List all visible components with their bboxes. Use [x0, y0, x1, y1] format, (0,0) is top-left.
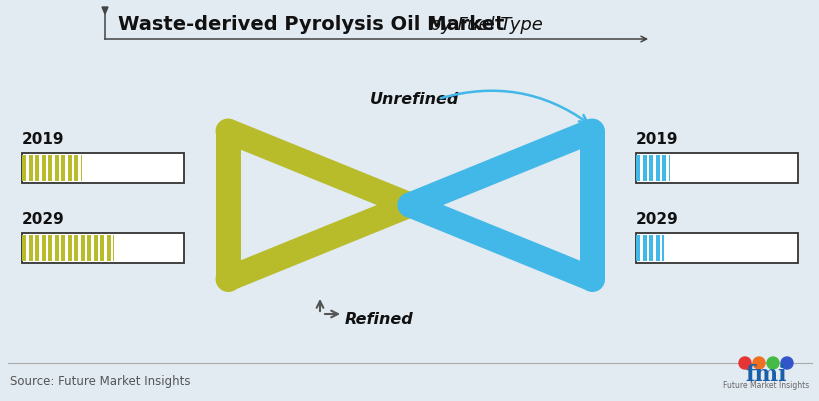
Bar — [113, 235, 114, 261]
Bar — [68, 235, 72, 261]
Bar — [75, 155, 79, 181]
Bar — [642, 155, 646, 181]
Text: 2029: 2029 — [636, 212, 678, 227]
Bar — [22, 153, 183, 183]
Text: 2019: 2019 — [636, 132, 677, 147]
Bar — [81, 155, 82, 181]
Bar — [649, 155, 653, 181]
Text: 2019: 2019 — [22, 132, 65, 147]
Circle shape — [752, 357, 764, 369]
Bar — [22, 155, 26, 181]
Bar — [75, 235, 79, 261]
Bar — [668, 155, 669, 181]
Bar — [61, 235, 66, 261]
Bar — [662, 155, 666, 181]
Polygon shape — [102, 7, 108, 14]
Bar — [655, 235, 659, 261]
Bar — [61, 155, 66, 181]
Bar — [636, 235, 640, 261]
Bar — [22, 235, 26, 261]
Text: by Fuel Type: by Fuel Type — [423, 16, 542, 34]
Bar — [35, 235, 39, 261]
Text: Future Market Insights: Future Market Insights — [722, 381, 808, 391]
Bar — [48, 235, 52, 261]
Circle shape — [738, 357, 750, 369]
Bar — [29, 155, 33, 181]
Bar — [42, 155, 46, 181]
Bar — [35, 155, 39, 181]
Bar — [636, 233, 797, 263]
Bar — [655, 155, 659, 181]
Text: fmi: fmi — [744, 364, 785, 386]
Bar — [636, 153, 797, 183]
Bar — [642, 235, 646, 261]
Text: Unrefined: Unrefined — [369, 91, 459, 107]
Bar — [106, 235, 111, 261]
Bar — [55, 235, 59, 261]
Text: Waste-derived Pyrolysis Oil Market: Waste-derived Pyrolysis Oil Market — [118, 16, 504, 34]
Bar — [55, 155, 59, 181]
Bar — [29, 235, 33, 261]
Text: Refined: Refined — [345, 312, 414, 326]
Circle shape — [780, 357, 792, 369]
Bar — [22, 233, 183, 263]
Bar — [636, 155, 640, 181]
Bar — [94, 235, 98, 261]
Bar — [649, 235, 653, 261]
Bar — [68, 155, 72, 181]
Bar — [48, 155, 52, 181]
Bar — [101, 235, 104, 261]
Bar — [42, 235, 46, 261]
Text: 2029: 2029 — [22, 212, 65, 227]
Bar — [88, 235, 92, 261]
Bar — [662, 235, 663, 261]
Circle shape — [766, 357, 778, 369]
Text: Source: Future Market Insights: Source: Future Market Insights — [10, 375, 190, 387]
Bar — [81, 235, 85, 261]
